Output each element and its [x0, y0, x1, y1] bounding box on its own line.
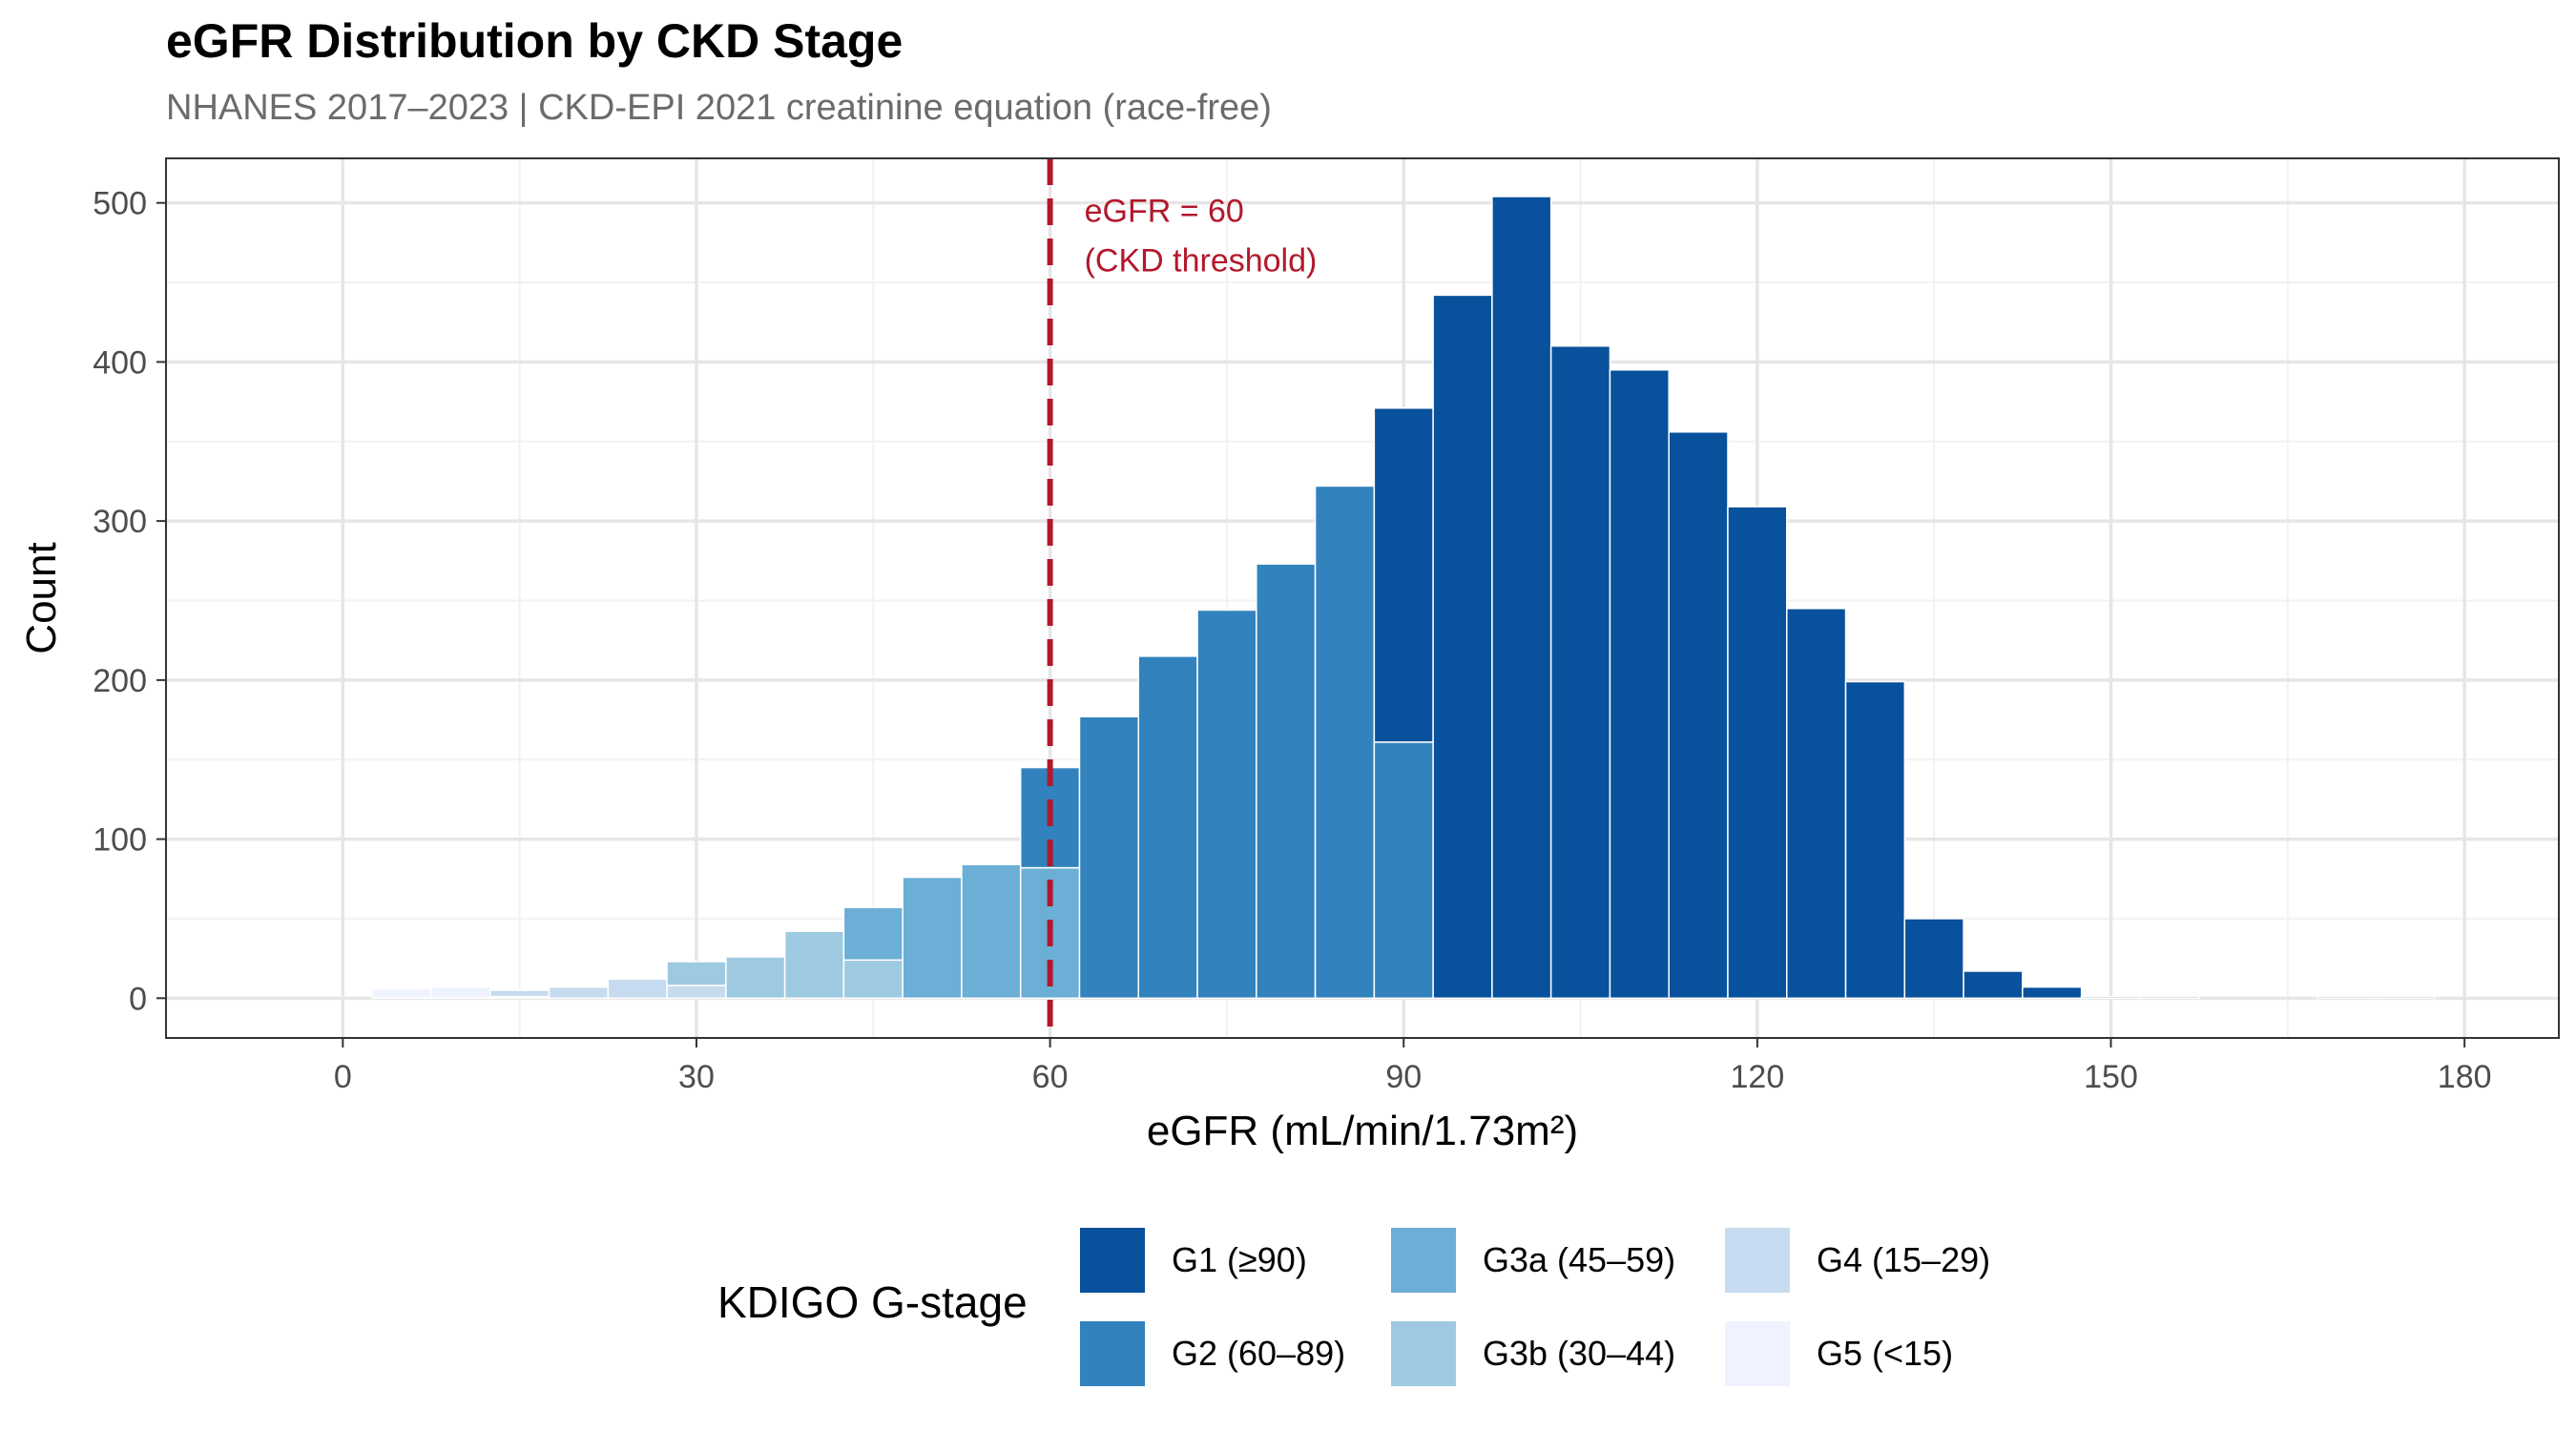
y-axis-title: Count — [18, 542, 65, 653]
x-tick-label: 0 — [334, 1059, 352, 1095]
legend-label: G3b (30–44) — [1483, 1334, 1676, 1373]
histogram-bar — [1963, 970, 2024, 1000]
x-tick-label: 180 — [2438, 1059, 2492, 1095]
histogram-bar — [548, 985, 610, 1000]
legend-label: G4 (15–29) — [1817, 1240, 1991, 1279]
histogram-bar — [961, 863, 1022, 1000]
histogram-bar — [1844, 680, 1906, 1000]
histogram-bar — [489, 989, 551, 998]
legend-swatch — [1080, 1321, 1145, 1386]
y-tick-label: 300 — [93, 504, 147, 540]
x-tick-label: 150 — [2084, 1059, 2138, 1095]
legend-swatch — [1080, 1228, 1145, 1293]
histogram-bar — [1078, 716, 1140, 1000]
legend-title: KDIGO G-stage — [717, 1277, 1028, 1327]
histogram-bar — [2139, 995, 2200, 1000]
histogram-bar — [1491, 196, 1552, 1000]
legend-label: G5 (<15) — [1817, 1334, 1954, 1373]
panel-border — [165, 157, 2560, 1039]
y-tick-label: 100 — [93, 822, 147, 859]
histogram-bar — [1137, 655, 1198, 1000]
histogram-bar — [2022, 985, 2083, 1000]
legend-item: G4 (15–29) — [1725, 1228, 1990, 1293]
histogram-bar — [1668, 431, 1729, 1000]
legend-swatch — [1391, 1321, 1456, 1386]
histogram-chart: eGFR = 60 (CKD threshold) 0 30 60 90 120 150 180… — [18, 157, 2560, 1154]
y-tick-label: 500 — [93, 186, 147, 222]
histogram-bar — [1432, 294, 1493, 1000]
legend-label: G3a (45–59) — [1483, 1240, 1676, 1279]
histogram-bar — [1727, 506, 1788, 1000]
legend-label: G2 (60–89) — [1172, 1334, 1346, 1373]
histogram-bar — [430, 985, 491, 1000]
chart-subtitle: NHANES 2017–2023 | CKD-EPI 2021 creatini… — [166, 88, 1272, 128]
histogram-bar — [1903, 918, 1964, 1000]
legend-item: G3a (45–59) — [1391, 1228, 1675, 1293]
x-axis-title: eGFR (mL/min/1.73m²) — [1147, 1108, 1578, 1154]
x-tick-label: 30 — [678, 1059, 715, 1095]
y-tick-label: 200 — [93, 663, 147, 699]
legend-item: G1 (≥90) — [1080, 1228, 1307, 1293]
legend-swatch — [1725, 1228, 1790, 1293]
histogram-bar — [842, 959, 904, 1000]
threshold-label-line1: eGFR = 60 — [1085, 194, 1244, 230]
histogram-bar — [607, 978, 668, 1000]
legend-swatch — [1391, 1228, 1456, 1293]
histogram-bar — [725, 956, 786, 1000]
legend-item: G2 (60–89) — [1080, 1321, 1345, 1386]
histogram-bar — [2375, 995, 2437, 1000]
legend-item: G3b (30–44) — [1391, 1321, 1675, 1386]
histogram-bar — [1786, 608, 1847, 1000]
legend-swatch — [1725, 1321, 1790, 1386]
histogram-bar — [1609, 368, 1670, 1000]
chart-title: eGFR Distribution by CKD Stage — [166, 14, 904, 68]
histogram-bar — [666, 985, 727, 1000]
histogram-bar — [1373, 407, 1434, 743]
y-tick-label: 400 — [93, 344, 147, 381]
histogram-bar — [1549, 344, 1611, 1000]
x-tick-label: 120 — [1731, 1059, 1785, 1095]
histogram-bar — [371, 987, 432, 1000]
histogram-bar — [783, 930, 845, 1000]
histogram-bar — [1256, 563, 1317, 1000]
histogram-bar — [902, 876, 963, 1000]
histogram-bar — [1196, 609, 1257, 1000]
histogram-bar — [1314, 485, 1376, 1000]
legend-item: G5 (<15) — [1725, 1321, 1953, 1386]
histogram-bar — [842, 906, 904, 962]
histogram-bar — [666, 961, 727, 986]
histogram-bar — [2080, 995, 2142, 1000]
x-tick-label: 60 — [1032, 1059, 1069, 1095]
x-tick-label: 90 — [1385, 1059, 1422, 1095]
threshold-label-line2: (CKD threshold) — [1085, 242, 1318, 279]
histogram-bar — [1373, 741, 1434, 1000]
histogram-bar — [2316, 995, 2378, 1000]
y-tick-label: 0 — [129, 981, 147, 1017]
legend-label: G1 (≥90) — [1172, 1240, 1307, 1279]
